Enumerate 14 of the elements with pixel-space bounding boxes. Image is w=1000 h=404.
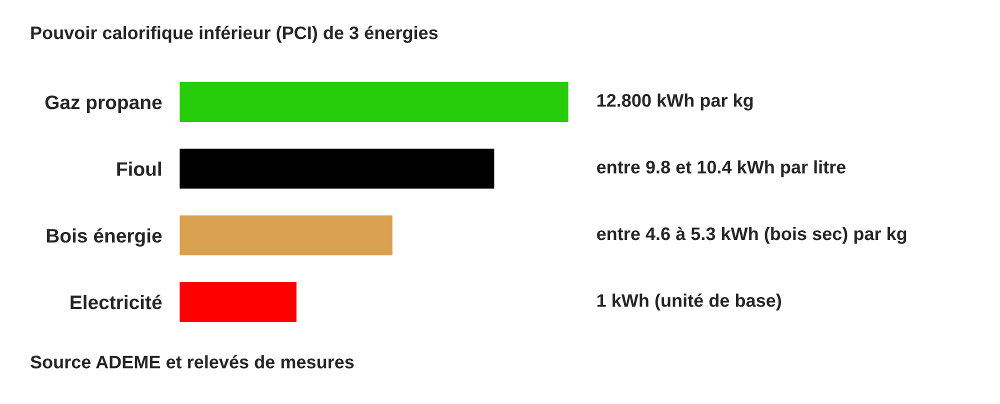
text: 1 kWh (unité de base) (597, 293, 781, 310)
y-tick-label: Gaz propane (45, 95, 162, 114)
chart-title: Pouvoir calorifique inférieur (PCI) de 3 énergies (31, 26, 438, 43)
y-tick-label: Electricité (70, 294, 162, 310)
bar (179, 214, 394, 257)
y-tick-label: Bois énergie (46, 228, 162, 247)
bar (179, 280, 298, 324)
bar (179, 147, 496, 190)
text: entre 4.6 à 5.3 kWh (bois sec) par kg (597, 226, 906, 244)
y-tick-label: Fioul (117, 162, 161, 176)
source-note: Source ADEME et relevés de mesures (30, 355, 354, 368)
text: 12.800 kWh par kg (597, 94, 753, 110)
text: entre 9.8 et 10.4 kWh par litre (597, 160, 846, 178)
bar (179, 80, 569, 124)
